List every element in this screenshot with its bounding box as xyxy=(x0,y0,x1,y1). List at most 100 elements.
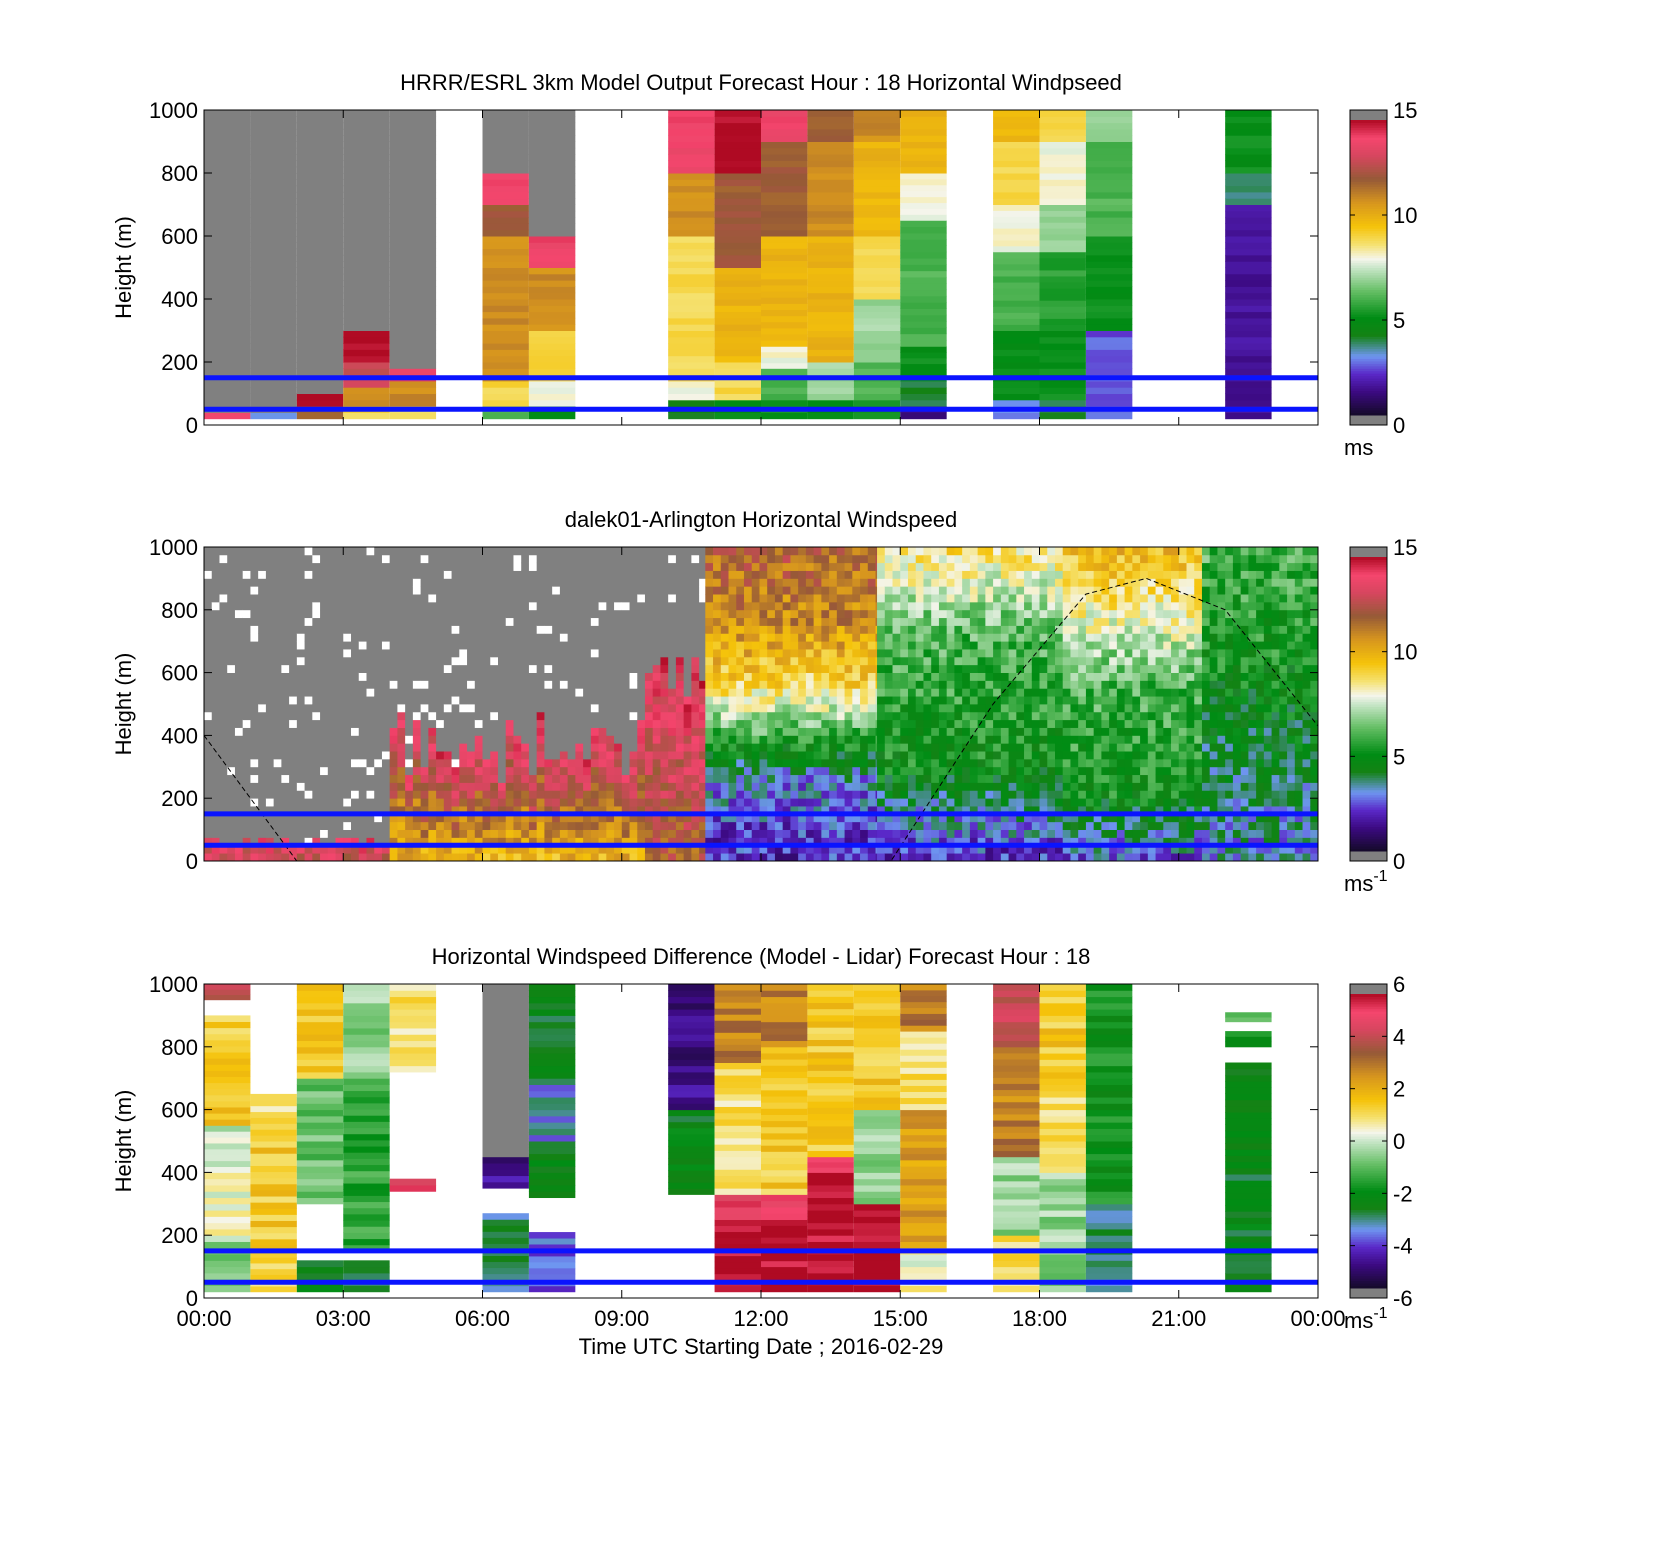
heatmap-cell xyxy=(821,704,830,713)
heatmap-cell xyxy=(343,813,352,823)
heatmap-cell xyxy=(614,806,623,815)
heatmap-cell xyxy=(1225,368,1272,376)
heatmap-cell xyxy=(790,774,799,783)
heatmap-cell xyxy=(258,696,267,705)
heatmap-cell xyxy=(234,649,244,658)
heatmap-cell xyxy=(312,554,321,564)
heatmap-cell xyxy=(805,758,815,768)
heatmap-cell xyxy=(204,223,251,231)
heatmap-cell xyxy=(374,711,383,721)
heatmap-cell xyxy=(598,806,607,815)
heatmap-cell xyxy=(1085,267,1133,275)
heatmap-cell xyxy=(743,727,753,736)
heatmap-cell xyxy=(714,248,761,256)
heatmap-cell xyxy=(805,570,815,579)
heatmap-cell xyxy=(660,719,669,728)
heatmap-cell xyxy=(907,554,917,564)
heatmap-cell xyxy=(668,782,677,791)
heatmap-cell xyxy=(420,696,429,705)
heatmap-cell xyxy=(242,664,251,673)
heatmap-cell xyxy=(774,656,784,666)
heatmap-cell xyxy=(884,617,893,626)
heatmap-cell xyxy=(621,617,630,626)
heatmap-cell xyxy=(946,696,955,705)
heatmap-cell xyxy=(629,641,638,650)
heatmap-cell xyxy=(993,210,1040,217)
heatmap-cell xyxy=(931,633,940,642)
heatmap-cell xyxy=(1039,160,1086,168)
heatmap-cell xyxy=(923,696,932,705)
heatmap-cell xyxy=(743,751,753,760)
heatmap-cell xyxy=(892,790,901,799)
heatmap-cell xyxy=(807,399,854,407)
heatmap-cell xyxy=(877,837,886,846)
heatmap-cell xyxy=(505,578,514,587)
heatmap-cell xyxy=(258,821,267,830)
heatmap-cell xyxy=(389,128,437,136)
heatmap-cell xyxy=(743,853,753,862)
heatmap-cell xyxy=(296,625,305,634)
heatmap-cell xyxy=(821,719,830,728)
heatmap-cell xyxy=(575,656,584,666)
heatmap-cell xyxy=(242,554,251,564)
heatmap-cell xyxy=(720,562,729,571)
heatmap-cell xyxy=(436,704,445,713)
heatmap-cell xyxy=(614,578,623,587)
heatmap-cell xyxy=(892,766,901,776)
heatmap-cell xyxy=(900,178,947,186)
heatmap-cell xyxy=(790,758,799,768)
heatmap-cell xyxy=(583,625,592,634)
heatmap-cell xyxy=(521,813,530,823)
heatmap-cell xyxy=(265,790,275,799)
heatmap-cell xyxy=(258,790,267,799)
heatmap-cell xyxy=(923,774,932,783)
heatmap-cell xyxy=(273,547,282,556)
heatmap-cell xyxy=(705,594,714,603)
heatmap-cell xyxy=(637,570,646,579)
heatmap-cell xyxy=(813,782,822,791)
heatmap-cell xyxy=(567,766,576,776)
heatmap-cell xyxy=(273,837,282,846)
heatmap-cell xyxy=(993,239,1040,247)
heatmap-cell xyxy=(852,547,861,556)
heatmap-cell xyxy=(312,586,321,595)
heatmap-cell xyxy=(621,743,630,752)
heatmap-cell xyxy=(1225,267,1272,275)
heatmap-cell xyxy=(759,704,768,713)
heatmap-cell xyxy=(366,782,375,791)
heatmap-cell xyxy=(954,664,963,673)
heatmap-cell xyxy=(366,656,375,666)
heatmap-cell xyxy=(598,727,607,736)
heatmap-cell xyxy=(320,570,329,579)
heatmap-cell xyxy=(412,774,422,783)
heatmap-cell xyxy=(204,711,213,721)
heatmap-cell xyxy=(536,609,545,619)
colorbar-swatch xyxy=(1350,151,1387,155)
heatmap-cell xyxy=(304,704,313,713)
heatmap-cell xyxy=(296,711,305,721)
heatmap-cell xyxy=(381,798,391,807)
heatmap-cell xyxy=(428,704,437,713)
heatmap-cell xyxy=(436,845,445,854)
heatmap-cell xyxy=(836,782,845,791)
heatmap-cell xyxy=(397,696,406,705)
heatmap-cell xyxy=(614,790,623,799)
heatmap-cell xyxy=(412,554,422,564)
heatmap-cell xyxy=(713,774,722,783)
heatmap-cell xyxy=(436,837,445,846)
colorbar-swatch xyxy=(1350,365,1387,369)
heatmap-cell xyxy=(335,719,344,728)
heatmap-cell xyxy=(652,617,661,626)
heatmap-cell xyxy=(829,586,838,595)
heatmap-cell xyxy=(583,790,592,799)
heatmap-cell xyxy=(343,570,352,579)
chart-title: HRRR/ESRL 3km Model Output Forecast Hour… xyxy=(400,70,1122,95)
heatmap-cell xyxy=(938,594,948,603)
heatmap-cell xyxy=(474,704,483,713)
heatmap-cell xyxy=(482,248,529,256)
heatmap-cell xyxy=(798,727,807,736)
heatmap-cell xyxy=(250,672,259,681)
heatmap-cell xyxy=(867,562,876,571)
heatmap-cell xyxy=(405,633,414,642)
heatmap-cell xyxy=(366,743,375,752)
